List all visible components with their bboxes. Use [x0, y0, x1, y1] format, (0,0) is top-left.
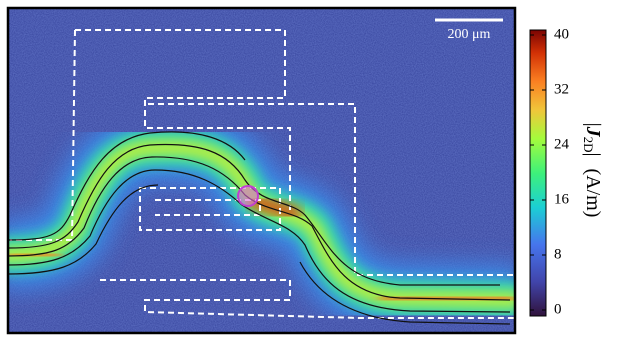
colorbar-tick-label: 40 — [554, 26, 569, 42]
map-border — [6, 6, 517, 335]
scale-bar-label: 200 μm — [448, 27, 491, 42]
colorbar-tick-label: 24 — [554, 136, 570, 152]
symbol: J — [582, 126, 604, 138]
unit: (A/m) — [582, 169, 604, 218]
colorbar — [529, 29, 547, 317]
bar: | — [582, 153, 604, 157]
colorbar-ticks: 0 8 16 24 32 40 — [530, 26, 570, 317]
marker — [237, 185, 259, 207]
subscript: 2D — [581, 137, 596, 153]
colorbar-tick-label: 16 — [554, 191, 570, 207]
colorbar-tick-label: 8 — [554, 246, 562, 262]
colorbar-tick-label: 0 — [554, 301, 562, 317]
current-map: 200 μm — [8, 8, 515, 333]
colorbar-label: |J2D|(A/m) — [581, 123, 604, 218]
device-outline — [10, 29, 515, 319]
colorbar-tick-label: 32 — [554, 81, 569, 97]
streamlines — [8, 131, 511, 325]
